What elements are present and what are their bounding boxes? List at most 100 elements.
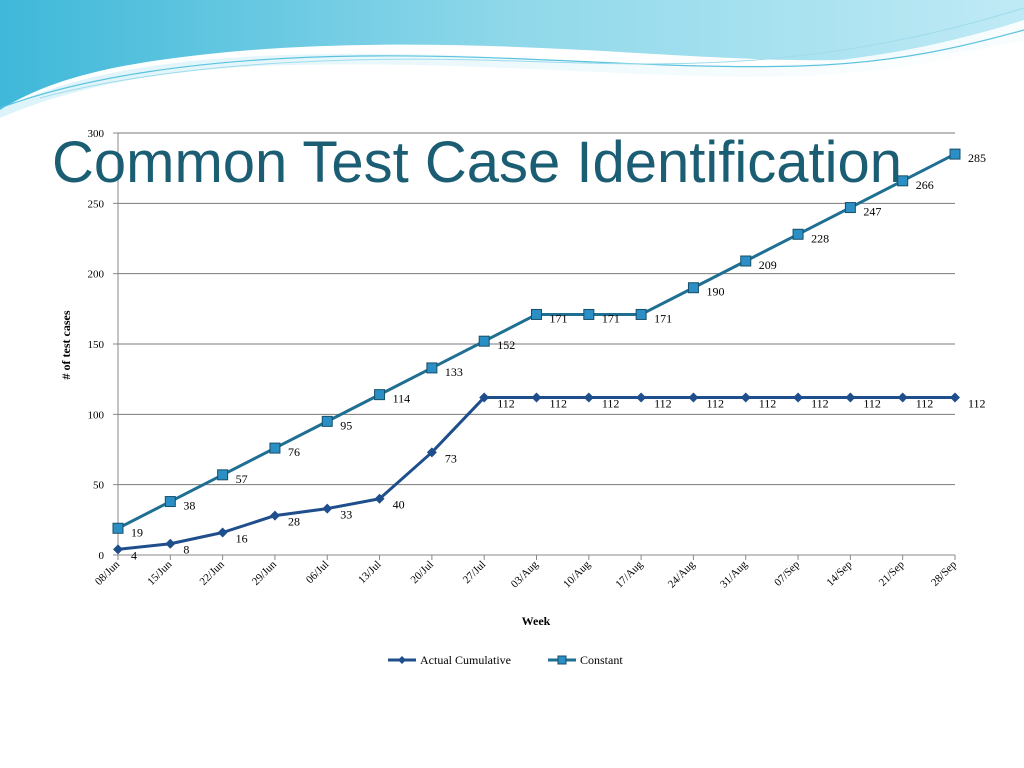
slide-header-wave [0, 0, 1024, 118]
x-tick-label: 06/Jul [304, 559, 332, 587]
marker-actual [165, 538, 176, 549]
data-label-actual: 112 [654, 396, 672, 410]
marker-constant [531, 308, 542, 320]
marker-actual [531, 392, 542, 403]
data-label-constant: 57 [236, 472, 248, 486]
data-label-constant: 95 [340, 418, 352, 432]
y-tick-label: 150 [88, 339, 105, 351]
marker-constant [740, 255, 752, 267]
marker-constant [217, 469, 229, 481]
marker-actual [740, 392, 751, 403]
data-label-constant: 209 [759, 258, 777, 272]
x-tick-label: 15/Jun [145, 558, 175, 588]
y-tick-label: 0 [99, 550, 105, 562]
data-label-actual: 112 [497, 396, 515, 410]
data-label-constant: 228 [811, 231, 829, 245]
data-label-constant: 285 [968, 151, 986, 165]
x-tick-label: 07/Sep [772, 558, 802, 588]
x-tick-label: 21/Sep [877, 558, 907, 588]
x-tick-label: 20/Jul [408, 559, 436, 587]
legend-marker-constant [557, 655, 567, 665]
x-tick-label: 22/Jun [198, 558, 228, 588]
data-label-constant: 247 [863, 205, 881, 219]
x-tick-label: 27/Jul [461, 559, 489, 587]
y-tick-label: 300 [88, 128, 105, 140]
data-label-constant: 171 [602, 311, 620, 325]
marker-actual [793, 392, 804, 403]
data-label-constant: 171 [550, 311, 568, 325]
x-tick-label: 29/Jun [250, 558, 280, 588]
marker-actual [845, 392, 856, 403]
legend-label-constant: Constant [580, 653, 623, 667]
data-label-actual: 33 [340, 508, 352, 522]
y-tick-label: 200 [88, 269, 105, 281]
data-label-constant: 38 [183, 499, 195, 513]
data-label-constant: 19 [131, 525, 143, 539]
x-tick-label: 24/Aug [666, 558, 698, 590]
marker-constant [687, 282, 699, 294]
marker-constant [478, 335, 490, 347]
y-axis-title: # of test cases [59, 310, 73, 379]
data-label-actual: 112 [916, 396, 934, 410]
legend-label-actual: Actual Cumulative [420, 653, 511, 667]
x-tick-label: 31/Aug [718, 558, 750, 590]
data-label-actual: 112 [602, 396, 620, 410]
marker-actual [426, 447, 437, 458]
marker-constant [844, 202, 856, 214]
marker-constant [426, 362, 438, 374]
marker-actual [269, 510, 280, 521]
marker-constant [269, 442, 281, 454]
data-label-actual: 28 [288, 515, 300, 529]
data-label-actual: 4 [131, 548, 137, 562]
data-label-actual: 40 [393, 498, 405, 512]
x-tick-label: 08/Jun [93, 558, 123, 588]
marker-actual [636, 392, 647, 403]
marker-constant [374, 389, 386, 401]
y-tick-label: 250 [88, 198, 105, 210]
y-tick-label: 50 [93, 480, 105, 492]
marker-actual [897, 392, 908, 403]
legend-marker-actual [398, 656, 406, 664]
marker-constant [792, 228, 804, 240]
data-labels: 4 8 16 28 33 40 73 112 112 112 112 112 112 112 112 112 1… [131, 151, 986, 562]
marker-constant [897, 175, 909, 187]
data-label-actual: 112 [706, 396, 724, 410]
x-tick-label: 28/Sep [929, 558, 959, 588]
marker-actual [374, 493, 385, 504]
marker-actual [950, 392, 960, 403]
axes: 0 50 100 150 200 250 300 08/Jun 15/Jun 22/Jun 29/J… [88, 128, 960, 590]
marker-actual [688, 392, 699, 403]
data-label-constant: 171 [654, 311, 672, 325]
data-label-actual: 73 [445, 451, 457, 465]
x-tick-label: 10/Aug [561, 558, 593, 590]
marker-constant [949, 148, 961, 160]
data-label-actual: 112 [968, 396, 986, 410]
data-label-constant: 190 [706, 285, 724, 299]
slide-title: Common Test Case Identification [52, 130, 903, 195]
marker-constant [164, 496, 176, 508]
data-label-actual: 112 [811, 396, 829, 410]
data-label-actual: 112 [550, 396, 568, 410]
data-label-actual: 112 [863, 396, 881, 410]
marker-actual [479, 392, 490, 403]
marker-constant [112, 522, 124, 534]
marker-constant [321, 415, 333, 427]
marker-actual [583, 392, 594, 403]
marker-actual [322, 503, 333, 514]
data-label-constant: 266 [916, 178, 934, 192]
chart-legend: Actual Cumulative Constant [388, 653, 623, 667]
marker-actual [217, 527, 228, 538]
y-tick-label: 100 [88, 409, 105, 421]
marker-constant [583, 308, 595, 320]
data-label-actual: 16 [236, 531, 248, 545]
data-label-constant: 114 [393, 392, 411, 406]
data-label-actual: 8 [183, 543, 189, 557]
x-tick-label: 03/Aug [509, 558, 541, 590]
x-tick-label: 13/Jul [356, 559, 384, 587]
data-label-constant: 76 [288, 445, 300, 459]
data-label-actual: 112 [759, 396, 777, 410]
data-label-constant: 133 [445, 365, 463, 379]
x-tick-label: 14/Sep [824, 558, 854, 588]
data-label-constant: 152 [497, 338, 515, 352]
